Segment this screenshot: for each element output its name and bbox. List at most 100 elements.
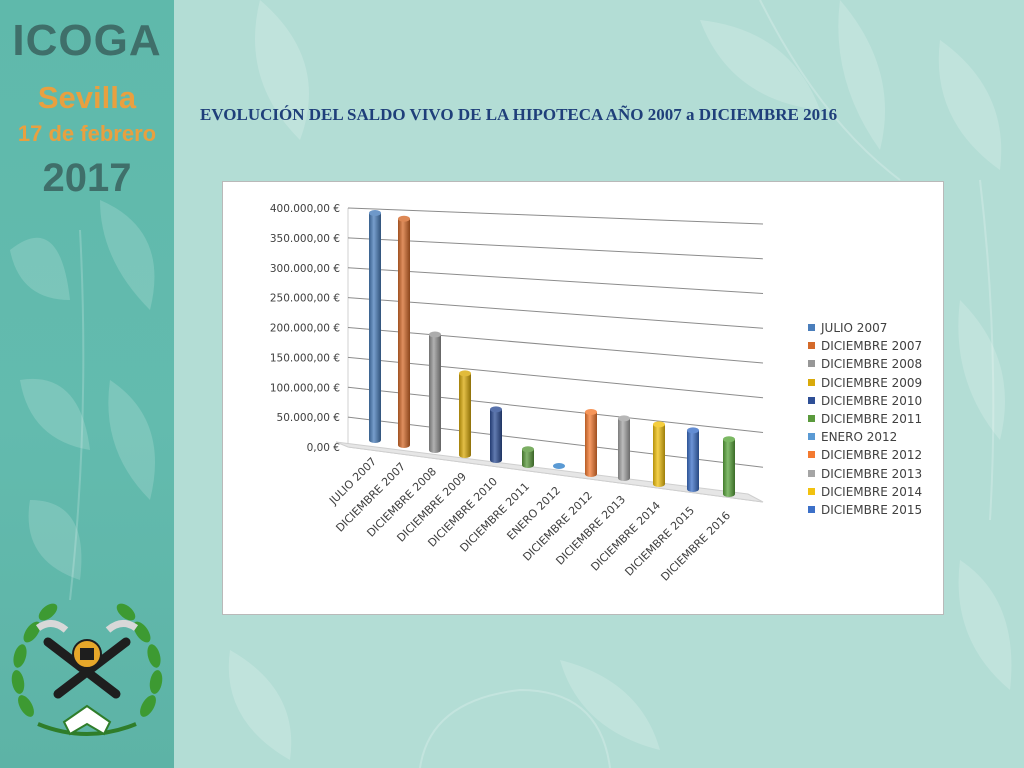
bar-chart: 0,00 € 50.000,00 € 100.000,00 € 150.000,00 …: [270, 203, 764, 584]
bar-diciembre-2008: [429, 331, 441, 453]
bar-diciembre-2015: [687, 427, 699, 492]
bar-top: [723, 436, 735, 443]
sidebar-leaves-decoration: [10, 200, 155, 601]
brand-date: 17 de febrero: [17, 121, 157, 146]
legend-entry: DICIEMBRE 2015: [808, 501, 922, 519]
legend-swatch: [808, 378, 815, 386]
bar-diciembre-2014: [653, 421, 665, 487]
bar-enero-2012: [553, 463, 565, 469]
gridline: [347, 327, 764, 364]
bar-top: [369, 210, 381, 216]
y-tick-label: 100.000,00 €: [270, 382, 340, 394]
bar-body: [687, 430, 699, 492]
bar-top: [653, 421, 665, 428]
chart-legend: JULIO 2007 DICIEMBRE 2007 DICIEMBRE 2008 DI…: [808, 319, 922, 519]
bar-body: [429, 334, 441, 453]
bar-top: [490, 406, 502, 413]
legend-entry: JULIO 2007: [808, 319, 922, 337]
bar-body: [585, 412, 597, 477]
gridline: [347, 267, 764, 294]
y-tick-label: 350.000,00 €: [270, 233, 340, 245]
legend-swatch: [808, 414, 815, 422]
bar-diciembre-2011: [522, 446, 534, 468]
y-tick-label: 300.000,00 €: [270, 263, 340, 275]
bar-body: [522, 449, 534, 468]
legend-label: DICIEMBRE 2011: [821, 411, 923, 426]
legend-entry: ENERO 2012: [808, 428, 922, 446]
legend-swatch: [808, 324, 815, 331]
bar-top: [522, 446, 534, 453]
x-tick-label: DICIEMBRE 2013: [553, 493, 628, 568]
gridline: [347, 237, 764, 260]
x-tick-label: DICIEMBRE 2014: [588, 499, 663, 574]
bar-body: [459, 373, 471, 458]
bar-body: [398, 218, 410, 448]
x-tick-label: DICIEMBRE 2016: [658, 509, 733, 584]
bar-top: [553, 463, 565, 469]
legend-entry: DICIEMBRE 2009: [808, 374, 922, 392]
bar-body: [369, 213, 381, 443]
legend-label: DICIEMBRE 2008: [821, 357, 923, 372]
legend-swatch: [808, 505, 815, 513]
y-tick-label: 0,00 €: [307, 442, 340, 454]
bar-diciembre-2013: [618, 415, 630, 481]
x-tick-label: DICIEMBRE 2012: [520, 489, 595, 564]
legend-entry: DICIEMBRE 2007: [808, 337, 922, 355]
legend-swatch: [808, 469, 815, 477]
gridline: [347, 297, 764, 329]
legend-entry: DICIEMBRE 2008: [808, 355, 922, 373]
legend-swatch: [808, 396, 815, 404]
y-tick-label: 150.000,00 €: [270, 352, 340, 364]
bar-top: [459, 370, 471, 377]
legend-entry: DICIEMBRE 2011: [808, 410, 922, 428]
bar-diciembre-2016: [723, 436, 735, 497]
legend-swatch: [808, 360, 815, 368]
legend-swatch: [808, 342, 815, 350]
legend-label: DICIEMBRE 2007: [821, 339, 923, 354]
brand-name: ICOGA: [12, 16, 162, 65]
legend-label: DICIEMBRE 2014: [821, 484, 923, 499]
y-tick-label: 50.000,00 €: [277, 412, 340, 424]
x-tick-label: DICIEMBRE 2015: [622, 504, 697, 579]
legend-label: DICIEMBRE 2013: [821, 466, 923, 481]
bar-body: [723, 439, 735, 497]
legend-entry: DICIEMBRE 2012: [808, 446, 922, 464]
bar-body: [653, 424, 665, 487]
x-tick-label: DICIEMBRE 2010: [425, 475, 500, 550]
bar-top: [687, 427, 699, 434]
bar-diciembre-2010: [490, 406, 502, 463]
legend-label: ENERO 2012: [821, 430, 898, 445]
legend-swatch: [808, 433, 815, 441]
legend-swatch: [808, 487, 815, 495]
legend-swatch: [808, 451, 815, 459]
chart-panel: 0,00 € 50.000,00 € 100.000,00 € 150.000,00 …: [222, 181, 944, 615]
bar-top: [585, 409, 597, 416]
page-title: EVOLUCIÓN DEL SALDO VIVO DE LA HIPOTECA …: [200, 105, 838, 124]
y-tick-label: 200.000,00 €: [270, 323, 340, 335]
bar-diciembre-2009: [459, 370, 471, 458]
chart-floor: [335, 441, 764, 503]
bar-top: [618, 415, 630, 422]
gridline: [347, 386, 764, 433]
legend-label: DICIEMBRE 2012: [821, 448, 923, 463]
gridline: [347, 207, 764, 225]
legend-label: DICIEMBRE 2010: [821, 393, 923, 408]
legend-label: DICIEMBRE 2015: [821, 502, 923, 517]
brand-year: 2017: [42, 156, 132, 200]
legend-entry: DICIEMBRE 2010: [808, 392, 922, 410]
bar-julio-2007: [369, 210, 381, 443]
y-axis-ticks: 0,00 € 50.000,00 € 100.000,00 € 150.000,00 …: [270, 203, 340, 454]
bars-group: [369, 210, 735, 497]
brand-city: Sevilla: [37, 80, 137, 115]
legend-label: DICIEMBRE 2009: [821, 375, 923, 390]
bar-body: [618, 418, 630, 481]
sidebar-panel: ICOGA Sevilla 17 de febrero 2017: [0, 0, 174, 768]
bar-diciembre-2012: [585, 409, 597, 477]
gridline: [347, 356, 764, 399]
mining-emblem-logo: [11, 603, 163, 736]
legend-entry: DICIEMBRE 2013: [808, 465, 922, 483]
bar-body: [490, 409, 502, 463]
legend-entry: DICIEMBRE 2014: [808, 483, 922, 501]
